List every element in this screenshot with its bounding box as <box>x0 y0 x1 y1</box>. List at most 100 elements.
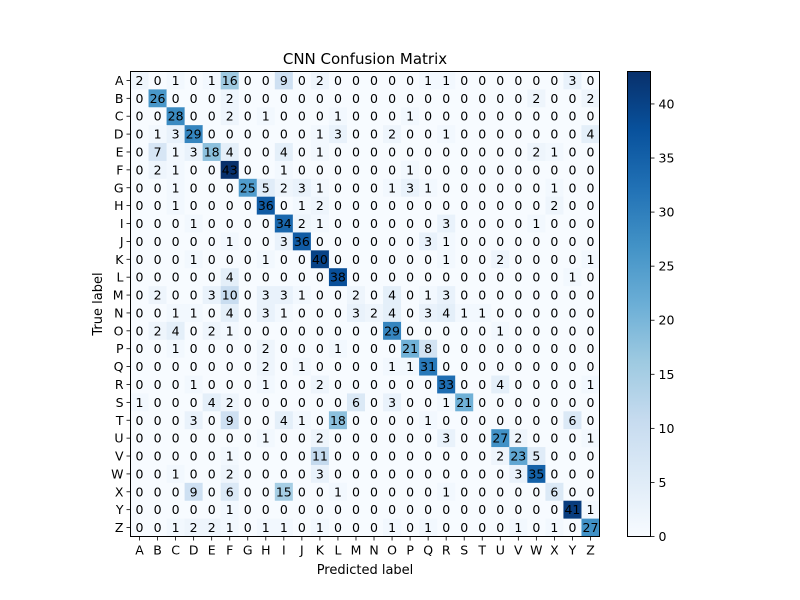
cell-value-label: 1 <box>406 359 414 374</box>
cell-value-label: 0 <box>406 413 414 428</box>
cell-value-label: 0 <box>550 288 558 303</box>
cell-value-label: 0 <box>316 234 324 249</box>
cell-value-label: 0 <box>262 449 270 464</box>
heatmap-cell <box>202 160 222 180</box>
heatmap-cell <box>256 393 276 412</box>
cell-value-label: 0 <box>460 127 468 142</box>
cell-value-label: 0 <box>424 127 432 142</box>
cell-value-label: 1 <box>172 198 180 213</box>
cell-value-label: 0 <box>244 144 252 159</box>
cell-value-label: 0 <box>352 359 360 374</box>
cell-value-label: 4 <box>587 127 595 142</box>
cell-value-label: 0 <box>154 449 162 464</box>
cell-value-label: 1 <box>587 377 595 392</box>
heatmap-cell <box>220 357 240 376</box>
cell-value-label: 10 <box>222 288 238 303</box>
cell-value-label: 0 <box>532 305 540 320</box>
cell-value-label: 0 <box>424 198 432 213</box>
heatmap-cell <box>545 429 564 448</box>
heatmap-cell <box>310 268 330 287</box>
cell-value-label: 0 <box>587 341 595 356</box>
heatmap-cell <box>130 250 149 269</box>
cell-value-label: 0 <box>496 359 504 374</box>
cell-value-label: 0 <box>334 359 342 374</box>
cell-value-label: 1 <box>442 484 450 499</box>
cell-value-label: 0 <box>190 359 198 374</box>
heatmap-cell <box>310 71 330 90</box>
cell-value-label: 0 <box>190 288 198 303</box>
x-tick-label: F <box>226 543 233 558</box>
heatmap-cell <box>310 160 330 180</box>
heatmap-cell <box>202 250 222 269</box>
cell-value-label: 1 <box>316 216 324 231</box>
heatmap-cell <box>383 304 402 323</box>
cell-value-label: 0 <box>550 502 558 517</box>
heatmap-cell <box>473 339 492 359</box>
cell-value-label: 0 <box>262 144 270 159</box>
cell-value-label: 0 <box>244 502 252 517</box>
cell-value-label: 0 <box>478 216 486 231</box>
cell-value-label: 0 <box>442 520 450 535</box>
cell-value-label: 6 <box>226 484 234 499</box>
cell-value-label: 0 <box>172 431 180 446</box>
heatmap-cell <box>256 71 276 90</box>
cell-value-label: 0 <box>208 359 216 374</box>
cell-value-label: 0 <box>514 127 522 142</box>
cell-value-label: 0 <box>190 502 198 517</box>
cell-value-label: 0 <box>514 180 522 195</box>
heatmap-cell <box>581 321 600 341</box>
cell-value-label: 0 <box>280 109 288 124</box>
heatmap-cell <box>166 518 186 537</box>
heatmap-cell <box>274 375 294 394</box>
cell-value-label: 0 <box>424 449 432 464</box>
heatmap-cell <box>365 89 384 108</box>
cell-value-label: 0 <box>334 144 342 159</box>
heatmap-cell <box>581 500 600 520</box>
x-tick-label: V <box>514 543 523 558</box>
cell-value-label: 1 <box>226 502 234 517</box>
heatmap-cell <box>365 268 384 287</box>
heatmap-cell <box>274 518 294 537</box>
heatmap-cell <box>256 143 276 162</box>
cell-value-label: 1 <box>298 288 306 303</box>
heatmap-cell <box>130 107 149 126</box>
heatmap-cell <box>148 357 167 376</box>
heatmap-cell <box>256 429 276 448</box>
cell-value-label: 0 <box>388 234 396 249</box>
heatmap-cell <box>256 339 276 359</box>
cell-value-label: 0 <box>208 91 216 106</box>
cell-value-label: 0 <box>388 162 396 177</box>
heatmap-cell <box>148 464 167 484</box>
cell-value-label: 0 <box>550 73 558 88</box>
cell-value-label: 1 <box>442 234 450 249</box>
cell-value-label: 0 <box>208 431 216 446</box>
heatmap-cell <box>292 214 312 233</box>
heatmap-cell <box>274 447 294 466</box>
cell-value-label: 0 <box>496 216 504 231</box>
heatmap-cell <box>365 500 384 520</box>
heatmap-cell <box>238 429 258 448</box>
heatmap-cell <box>148 125 167 144</box>
cell-value-label: 0 <box>370 91 378 106</box>
heatmap-cell <box>365 429 384 448</box>
cell-value-label: 0 <box>532 395 540 410</box>
heatmap-cell <box>401 196 420 215</box>
heatmap-cell <box>130 339 149 359</box>
y-tick-label: E <box>116 144 124 159</box>
cell-value-label: 2 <box>154 162 162 177</box>
heatmap-cell <box>184 143 204 162</box>
heatmap-cell <box>184 125 204 144</box>
heatmap-cell <box>256 304 276 323</box>
heatmap-cell <box>509 393 528 412</box>
heatmap-cell <box>148 107 167 126</box>
heatmap-cell <box>437 518 456 537</box>
heatmap-cell <box>166 71 186 90</box>
heatmap-cell <box>220 71 240 90</box>
heatmap-cell <box>238 89 258 108</box>
cell-value-label: 0 <box>190 162 198 177</box>
cell-value-label: 1 <box>424 288 432 303</box>
heatmap-cell <box>437 250 456 269</box>
cell-value-label: 1 <box>406 109 414 124</box>
cell-value-label: 21 <box>402 341 418 356</box>
cell-value-label: 0 <box>298 162 306 177</box>
